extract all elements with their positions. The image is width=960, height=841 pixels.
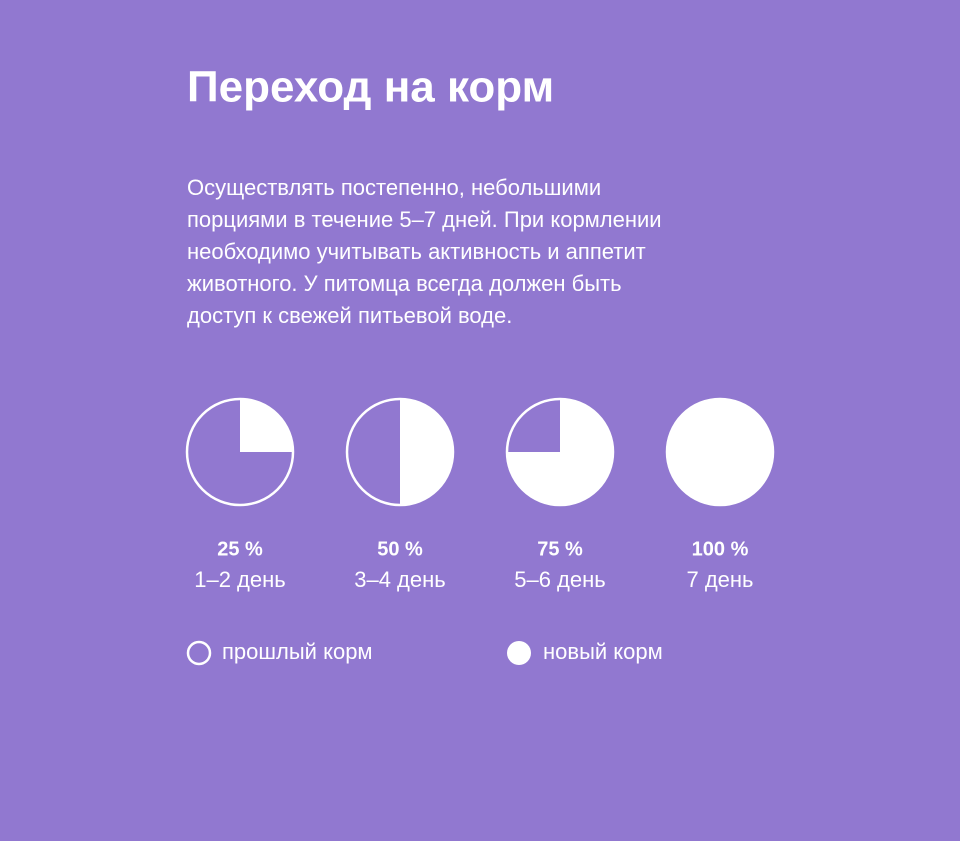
legend-swatch-old xyxy=(186,640,212,666)
legend-swatch-new xyxy=(507,641,531,665)
percent-label: 75 % xyxy=(537,538,583,560)
legend-label: новый корм xyxy=(543,639,663,664)
pie-wedge xyxy=(507,399,613,505)
day-label: 5–6 день xyxy=(514,567,606,592)
day-label: 7 день xyxy=(686,567,753,592)
legend-label: прошлый корм xyxy=(222,639,373,664)
description-line: порциями в течение 5–7 дней. При кормлен… xyxy=(187,207,662,232)
day-label: 1–2 день xyxy=(194,567,286,592)
description-line: доступ к свежей питьевой воде. xyxy=(187,303,512,328)
day-label: 3–4 день xyxy=(354,567,446,592)
percent-label: 100 % xyxy=(692,538,749,560)
description-line: животного. У питомца всегда должен быть xyxy=(187,271,622,296)
description-line: Осуществлять постепенно, небольшими xyxy=(187,175,601,200)
percent-label: 50 % xyxy=(377,538,423,560)
pie-wedge xyxy=(240,399,293,452)
pie-wedge xyxy=(400,399,453,505)
percent-label: 25 % xyxy=(217,538,263,560)
pie-wedge xyxy=(667,399,773,505)
title: Переход на корм xyxy=(187,63,554,112)
description-line: необходимо учитывать активность и аппети… xyxy=(187,239,646,264)
